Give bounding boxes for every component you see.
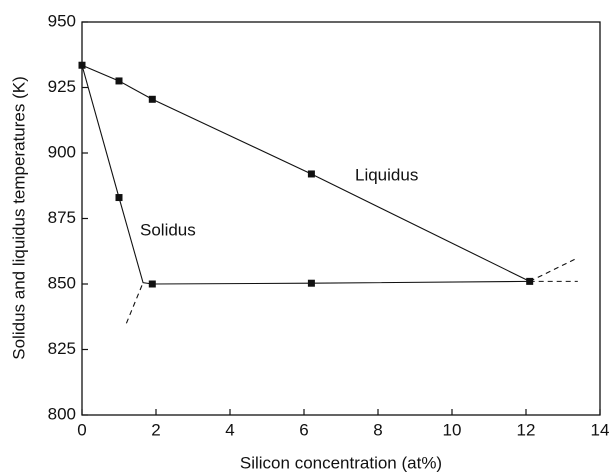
data-point <box>148 95 156 103</box>
x-tick-label: 2 <box>151 420 160 439</box>
y-tick-label: 900 <box>48 142 76 161</box>
data-point <box>115 77 123 85</box>
x-tick-label: 8 <box>373 420 382 439</box>
x-tick-label: 10 <box>443 420 462 439</box>
y-axis-title: Solidus and liquidus temperatures (K) <box>9 76 28 359</box>
y-tick-label: 875 <box>48 208 76 227</box>
x-tick-label: 4 <box>225 420 234 439</box>
data-point <box>148 280 156 288</box>
data-point <box>78 61 86 69</box>
y-tick-label: 800 <box>48 404 76 423</box>
data-point <box>307 170 315 178</box>
series-label: Solidus <box>140 220 196 239</box>
x-tick-label: 12 <box>517 420 536 439</box>
plot-frame <box>81 21 601 416</box>
y-tick-label: 850 <box>48 273 76 292</box>
x-axis-title: Silicon concentration (at%) <box>240 453 442 472</box>
x-tick-label: 0 <box>77 420 86 439</box>
y-tick-label: 825 <box>48 339 76 358</box>
x-tick-label: 6 <box>299 420 308 439</box>
extrapolation-line <box>529 257 579 282</box>
y-tick-label: 950 <box>48 11 76 30</box>
series-line <box>81 65 530 285</box>
data-point <box>307 279 315 287</box>
data-point <box>115 194 123 202</box>
series-label: Liquidus <box>355 165 418 184</box>
y-tick-label: 925 <box>48 77 76 96</box>
x-tick-label: 14 <box>591 420 610 439</box>
extrapolation-line <box>125 282 144 324</box>
